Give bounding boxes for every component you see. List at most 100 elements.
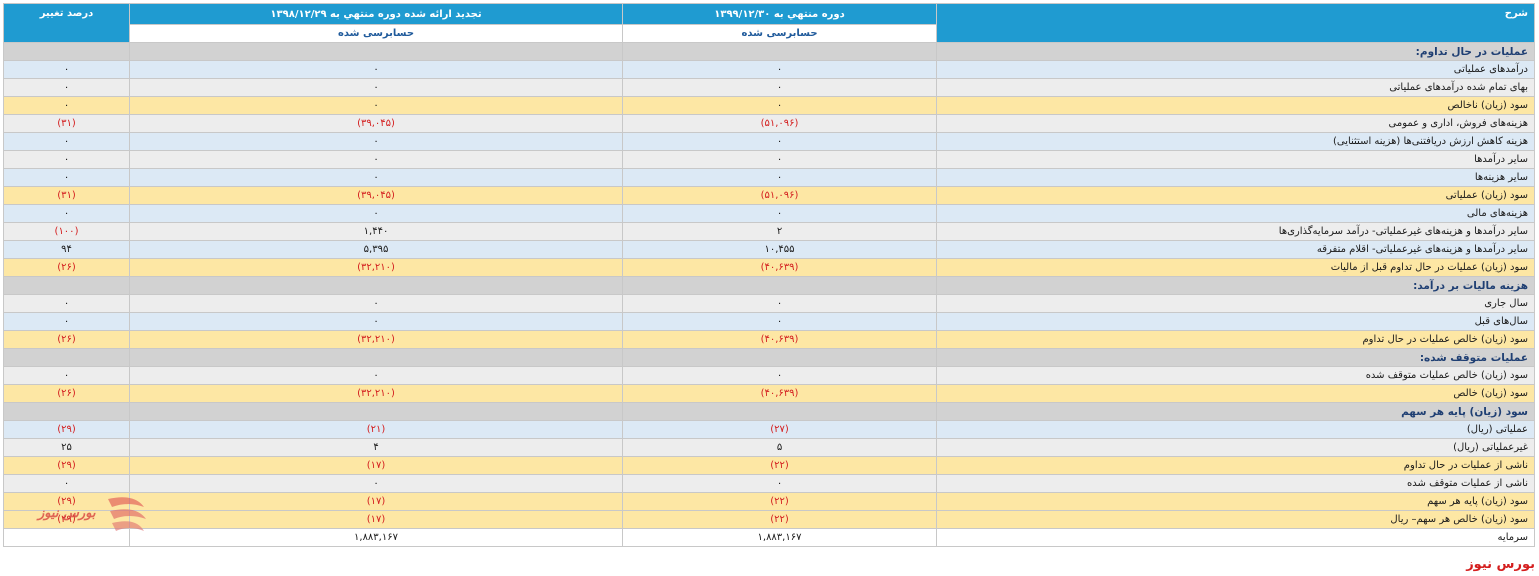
- row-change-percent: [3, 348, 130, 367]
- row-label: درآمدهای عملیاتی: [936, 60, 1535, 79]
- header-current-status: حسابرسی شده: [622, 24, 937, 43]
- row-change-percent: ۰: [3, 150, 130, 169]
- row-label: هزینه‌های فروش، اداری و عمومی: [936, 114, 1535, 133]
- row-prior-value: (۳۹,۰۴۵): [129, 114, 623, 133]
- row-prior-value: (۲۱): [129, 420, 623, 439]
- row-current-value: ۰: [622, 168, 937, 187]
- header-current-period: دوره منتهي به ۱۳۹۹/۱۲/۳۰: [622, 3, 937, 25]
- row-current-value: (۲۷): [622, 420, 937, 439]
- table-row: هزینه‌های مالی ۰ ۰ ۰: [3, 204, 1535, 223]
- row-prior-value: [129, 348, 623, 367]
- row-prior-value: ۰: [129, 204, 623, 223]
- row-change-percent: (۲۶): [3, 384, 130, 403]
- row-current-value: ۰: [622, 60, 937, 79]
- row-label: سایر درآمدها و هزینه‌های غیرعملیاتی- اقل…: [936, 240, 1535, 259]
- section-header-row: هزینه مالیات بر درآمد:: [3, 276, 1535, 295]
- row-change-percent: ۰: [3, 474, 130, 493]
- row-current-value: ۰: [622, 474, 937, 493]
- row-label: هزینه مالیات بر درآمد:: [936, 276, 1535, 295]
- row-change-percent: [3, 528, 130, 547]
- row-change-percent: [3, 402, 130, 421]
- row-current-value: (۵۱,۰۹۶): [622, 114, 937, 133]
- table-row: غیرعملیاتی (ریال) ۵ ۴ ۲۵: [3, 438, 1535, 457]
- header-change-percent: درصد تغییر: [3, 3, 130, 43]
- row-label: سود (زیان) خالص عملیات متوقف شده: [936, 366, 1535, 385]
- header-description: شرح: [936, 3, 1535, 43]
- row-current-value: (۲۲): [622, 456, 937, 475]
- financial-statement-table: شرح دوره منتهي به ۱۳۹۹/۱۲/۳۰ تجدید ارائه…: [3, 3, 1535, 547]
- table-row: سایر هزینه‌ها ۰ ۰ ۰: [3, 168, 1535, 187]
- row-prior-value: ۰: [129, 96, 623, 115]
- row-prior-value: ۰: [129, 150, 623, 169]
- row-current-value: ۰: [622, 78, 937, 97]
- row-current-value: ۲: [622, 222, 937, 241]
- table-row: سود (زیان) خالص هر سهم– ریال (۲۲) (۱۷) (۲۹): [3, 510, 1535, 529]
- row-prior-value: (۱۷): [129, 510, 623, 529]
- row-prior-value: ۰: [129, 78, 623, 97]
- row-prior-value: (۱۷): [129, 492, 623, 511]
- row-change-percent: (۲۹): [3, 456, 130, 475]
- row-prior-value: (۳۲,۲۱۰): [129, 330, 623, 349]
- row-current-value: ۱۰,۴۵۵: [622, 240, 937, 259]
- row-change-percent: ۰: [3, 168, 130, 187]
- row-current-value: (۴۰,۶۳۹): [622, 384, 937, 403]
- row-label: سایر درآمدها و هزینه‌های غیرعملیاتی- درآ…: [936, 222, 1535, 241]
- table-row: سایر درآمدها ۰ ۰ ۰: [3, 150, 1535, 169]
- row-change-percent: (۲۹): [3, 420, 130, 439]
- row-change-percent: ۰: [3, 78, 130, 97]
- section-header-row: عملیات در حال تداوم:: [3, 42, 1535, 61]
- row-prior-value: ۱,۴۴۰: [129, 222, 623, 241]
- row-current-value: ۰: [622, 204, 937, 223]
- section-header-row: عملیات متوقف شده:: [3, 348, 1535, 367]
- row-change-percent: ۰: [3, 294, 130, 313]
- row-change-percent: (۲۹): [3, 492, 130, 511]
- header-prior-status: حسابرسی شده: [129, 24, 623, 43]
- row-change-percent: (۳۱): [3, 114, 130, 133]
- row-label: بهای تمام شده درآمدهای عملیاتی: [936, 78, 1535, 97]
- row-current-value: (۵۱,۰۹۶): [622, 186, 937, 205]
- row-current-value: (۲۲): [622, 492, 937, 511]
- row-prior-value: ۰: [129, 474, 623, 493]
- row-current-value: ۰: [622, 96, 937, 115]
- table-row: سود (زیان) ناخالص ۰ ۰ ۰: [3, 96, 1535, 115]
- row-prior-value: ۴: [129, 438, 623, 457]
- row-label: سود (زیان) پایه هر سهم: [936, 402, 1535, 421]
- row-label: سال جاری: [936, 294, 1535, 313]
- row-prior-value: ۰: [129, 132, 623, 151]
- row-change-percent: (۱۰۰): [3, 222, 130, 241]
- row-current-value: (۲۲): [622, 510, 937, 529]
- row-prior-value: (۳۲,۲۱۰): [129, 384, 623, 403]
- row-prior-value: (۳۹,۰۴۵): [129, 186, 623, 205]
- table-row: عملیاتی (ریال) (۲۷) (۲۱) (۲۹): [3, 420, 1535, 439]
- row-change-percent: (۲۶): [3, 330, 130, 349]
- table-row: سود (زیان) خالص (۴۰,۶۳۹) (۳۲,۲۱۰) (۲۶): [3, 384, 1535, 403]
- row-label: هزینه کاهش ارزش دریافتنی‌ها (هزینه استثن…: [936, 132, 1535, 151]
- row-label: سایر درآمدها: [936, 150, 1535, 169]
- row-current-value: [622, 42, 937, 61]
- row-prior-value: ۰: [129, 168, 623, 187]
- table-row: سال جاری ۰ ۰ ۰: [3, 294, 1535, 313]
- row-prior-value: ۰: [129, 294, 623, 313]
- row-current-value: ۵: [622, 438, 937, 457]
- table-row: سود (زیان) پایه هر سهم (۲۲) (۱۷) (۲۹): [3, 492, 1535, 511]
- row-prior-value: (۳۲,۲۱۰): [129, 258, 623, 277]
- row-label: سود (زیان) خالص: [936, 384, 1535, 403]
- row-label: عملیات در حال تداوم:: [936, 42, 1535, 61]
- row-prior-value: [129, 276, 623, 295]
- row-label: ناشی از عملیات در حال تداوم: [936, 456, 1535, 475]
- row-current-value: (۴۰,۶۳۹): [622, 258, 937, 277]
- row-change-percent: ۰: [3, 96, 130, 115]
- table-row: سرمایه ۱,۸۸۳,۱۶۷ ۱,۸۸۳,۱۶۷: [3, 528, 1535, 547]
- row-label: سرمایه: [936, 528, 1535, 547]
- row-current-value: (۴۰,۶۳۹): [622, 330, 937, 349]
- row-current-value: ۰: [622, 150, 937, 169]
- row-label: سود (زیان) خالص عملیات در حال تداوم: [936, 330, 1535, 349]
- row-current-value: ۰: [622, 294, 937, 313]
- row-change-percent: (۲۹): [3, 510, 130, 529]
- logo-text: بورس نیوز: [38, 506, 96, 521]
- row-label: سایر هزینه‌ها: [936, 168, 1535, 187]
- header-prior-period: تجدید ارائه شده دوره منتهي به ۱۳۹۸/۱۲/۲۹: [129, 3, 623, 25]
- table-row: سال‌های قبل ۰ ۰ ۰: [3, 312, 1535, 331]
- row-label: عملیات متوقف شده:: [936, 348, 1535, 367]
- table-row: هزینه‌های فروش، اداری و عمومی (۵۱,۰۹۶) (۳۹…: [3, 114, 1535, 133]
